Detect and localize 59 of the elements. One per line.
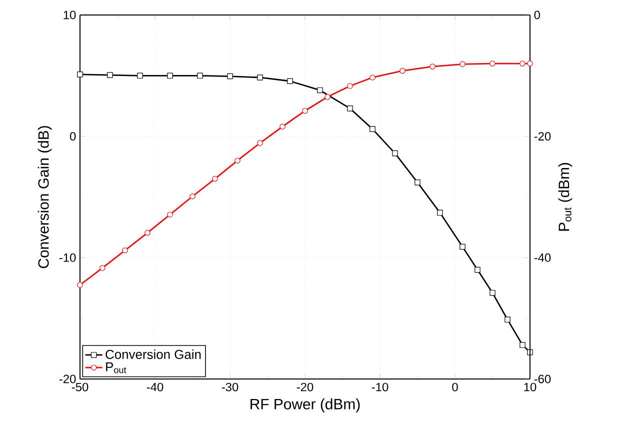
point	[212, 176, 218, 182]
point	[77, 72, 83, 78]
point	[460, 61, 466, 68]
point	[437, 210, 443, 216]
x-tick-label: 0	[452, 382, 458, 392]
y2-tick-label: -60	[534, 374, 551, 384]
point	[414, 180, 420, 186]
point	[144, 230, 150, 236]
y-tick-label: -20	[59, 374, 76, 384]
y-tick-label: -10	[59, 253, 76, 262]
point	[77, 282, 83, 288]
point	[287, 78, 293, 84]
point	[197, 72, 203, 79]
point	[122, 247, 128, 254]
point	[167, 72, 173, 79]
point	[520, 60, 526, 66]
point	[504, 316, 510, 322]
point	[370, 74, 376, 80]
point	[280, 124, 286, 130]
x-tick-label: -40	[146, 382, 164, 392]
point	[100, 265, 106, 271]
x-axis-title: RF Power (dBm)	[250, 398, 360, 412]
y-axis-title: Conversion Gain (dB)	[38, 126, 52, 268]
point	[520, 342, 526, 348]
point	[317, 87, 323, 94]
x-tick-label: -10	[372, 382, 388, 392]
point	[137, 72, 143, 79]
point	[490, 60, 496, 66]
point	[257, 140, 263, 146]
x-tick-label: -30	[222, 382, 238, 392]
point	[392, 150, 398, 156]
x-tick-label: -20	[296, 382, 314, 392]
legend-label: Conversion Gain	[106, 350, 201, 360]
point	[324, 94, 330, 100]
point	[527, 60, 533, 66]
point	[257, 74, 263, 80]
point	[370, 126, 376, 132]
y2-tick-label: -20	[534, 132, 551, 141]
point	[490, 290, 496, 296]
y2-tick-label: -40	[534, 253, 551, 262]
point	[302, 108, 308, 114]
point	[167, 212, 173, 218]
point	[107, 72, 113, 78]
point	[227, 73, 233, 80]
point	[400, 68, 406, 74]
y-tick-label: 10	[64, 10, 76, 20]
point	[430, 64, 436, 70]
point	[460, 244, 466, 250]
point	[474, 266, 480, 273]
y-tick-label: 0	[70, 132, 76, 141]
point	[347, 83, 353, 89]
x-tick-label: 10	[524, 382, 536, 392]
legend-label: P$_{out}$	[106, 362, 126, 374]
point	[234, 158, 240, 164]
point	[347, 106, 353, 112]
y2-axis-title: P$_{out}$ (dBm)	[558, 163, 572, 231]
point	[190, 194, 196, 200]
x-tick-label: -50	[72, 382, 88, 392]
y2-tick-label: 0	[534, 10, 540, 20]
